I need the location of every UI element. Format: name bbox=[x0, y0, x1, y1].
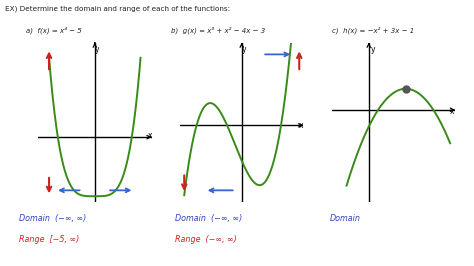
Text: Domain  (−∞, ∞): Domain (−∞, ∞) bbox=[175, 214, 243, 223]
Text: x: x bbox=[148, 131, 152, 140]
Text: c)  h(x) = −x² + 3x − 1: c) h(x) = −x² + 3x − 1 bbox=[332, 27, 414, 34]
Text: EX) Determine the domain and range of each of the functions:: EX) Determine the domain and range of ea… bbox=[5, 5, 230, 12]
Text: y: y bbox=[371, 45, 375, 53]
Text: x: x bbox=[299, 121, 304, 130]
Text: y: y bbox=[95, 45, 99, 55]
Text: b)  g(x) = x³ + x² − 4x − 3: b) g(x) = x³ + x² − 4x − 3 bbox=[171, 27, 265, 34]
Text: y: y bbox=[242, 45, 246, 54]
Text: x: x bbox=[450, 107, 455, 116]
Text: Range  [−5, ∞): Range [−5, ∞) bbox=[19, 235, 79, 244]
Text: Domain: Domain bbox=[329, 214, 360, 223]
Text: a)  f(x) = x⁴ − 5: a) f(x) = x⁴ − 5 bbox=[26, 27, 82, 34]
Text: Range  (−∞, ∞): Range (−∞, ∞) bbox=[175, 235, 237, 244]
Text: Domain  (−∞, ∞): Domain (−∞, ∞) bbox=[19, 214, 86, 223]
